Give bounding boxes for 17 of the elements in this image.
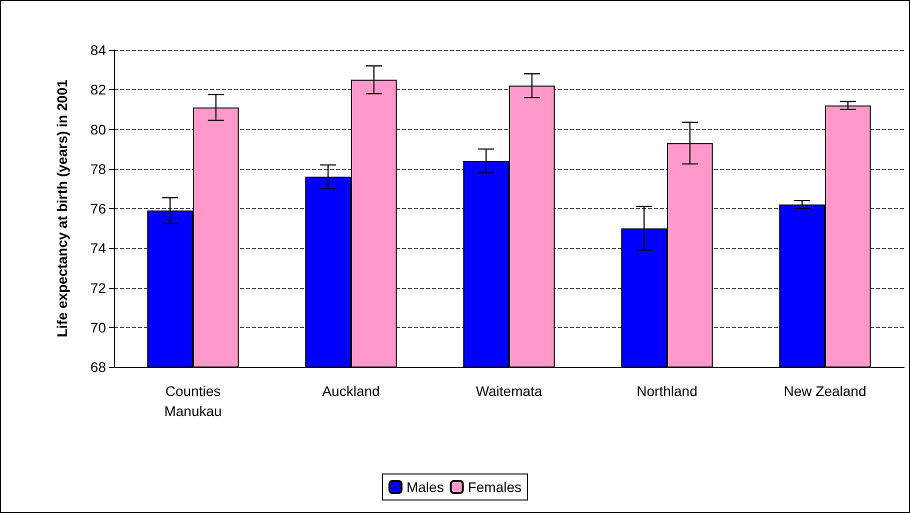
y-tick-label: 80 xyxy=(90,121,106,138)
y-tick-label: 78 xyxy=(90,160,106,177)
y-tick-label: 74 xyxy=(90,240,106,256)
x-tick-label: Auckland xyxy=(322,383,380,399)
legend-label: Males xyxy=(406,479,444,495)
y-axis-title: Life expectancy at birth (years) in 2001 xyxy=(54,80,70,338)
x-tick-label: Waitemata xyxy=(476,383,542,399)
legend-label: Females xyxy=(468,479,522,495)
y-tick-label: 76 xyxy=(90,200,106,216)
y-tick-label: 82 xyxy=(90,82,106,98)
y-tick-label: 84 xyxy=(90,42,106,58)
x-tick-label: Northland xyxy=(636,383,698,399)
y-tick-label: 68 xyxy=(90,359,106,375)
y-tick-label: 70 xyxy=(90,319,106,336)
y-tick-label: 72 xyxy=(90,280,106,296)
x-tick-label: Counties Manukau xyxy=(164,383,222,419)
x-tick-label: New Zealand xyxy=(784,383,866,399)
